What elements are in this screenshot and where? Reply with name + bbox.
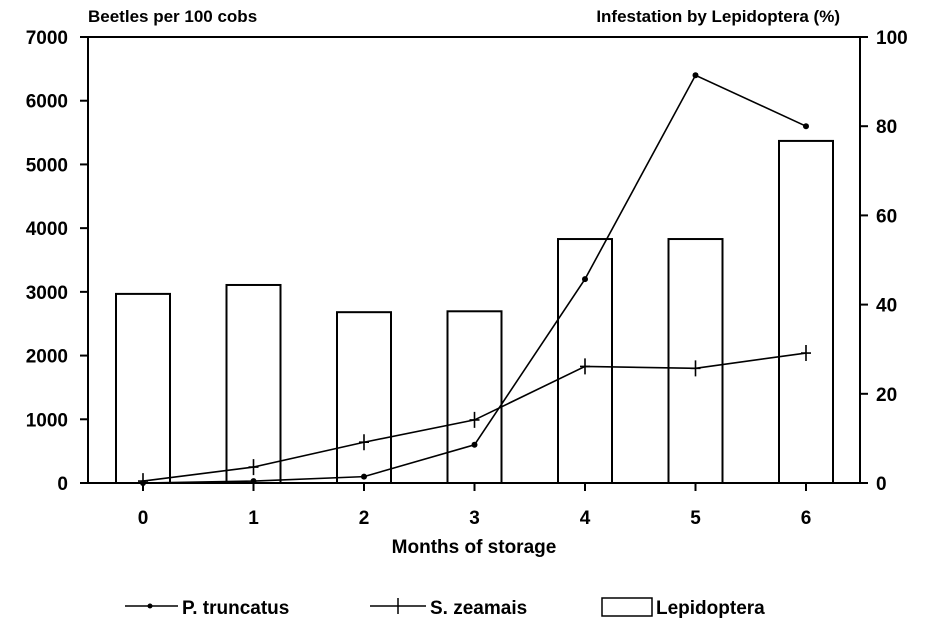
- p-truncatus-point: [582, 276, 588, 283]
- p-truncatus-point: [471, 441, 478, 448]
- lepidoptera-bar: [336, 311, 392, 484]
- x-axis-title: Months of storage: [392, 537, 557, 558]
- lepidoptera-bar: [225, 283, 282, 485]
- left-y-tick-label: 5000: [26, 155, 68, 176]
- legend-p-truncatus-label: P. truncatus: [182, 598, 289, 619]
- right-y-tick-label: 40: [876, 296, 897, 317]
- s-zeamais-point: [248, 459, 259, 476]
- p-truncatus-point: [361, 473, 367, 480]
- right-y-tick-label: 80: [876, 117, 897, 138]
- x-tick-label: 5: [690, 508, 701, 529]
- left-y-tick-label: 0: [57, 474, 68, 495]
- x-tick-label: 2: [359, 508, 370, 529]
- legend-lepidoptera-swatch: [601, 597, 653, 617]
- left-y-tick-label: 1000: [26, 410, 68, 431]
- legend-lepidoptera-label: Lepidoptera: [656, 598, 765, 619]
- x-tick-label: 4: [580, 508, 591, 529]
- s-zeamais-point: [469, 411, 480, 428]
- left-axis-title: Beetles per 100 cobs: [88, 7, 257, 26]
- left-y-tick-label: 3000: [26, 283, 68, 304]
- legend-s-zeamais-label: S. zeamais: [430, 598, 527, 619]
- left-y-tick-label: 7000: [26, 28, 68, 49]
- s-zeamais-point: [690, 360, 701, 377]
- legend-p-truncatus-marker: [147, 603, 153, 609]
- legend: P. truncatus S. zeamais Lepidoptera: [125, 597, 765, 619]
- lepidoptera-bar: [778, 139, 834, 484]
- left-y-tick-label: 2000: [26, 347, 68, 368]
- x-tick-label: 1: [248, 508, 259, 529]
- left-y-tick-label: 4000: [26, 219, 68, 240]
- s-zeamais-point: [801, 345, 811, 362]
- right-y-tick-label: 60: [876, 206, 897, 227]
- x-tick-label: 0: [138, 508, 149, 529]
- x-tick-label: 6: [801, 508, 812, 529]
- left-y-tick-label: 6000: [26, 92, 68, 113]
- p-truncatus-point: [803, 123, 809, 130]
- right-axis-title: Infestation by Lepidoptera (%): [596, 7, 840, 26]
- right-y-tick-label: 0: [876, 474, 887, 495]
- p-truncatus-point: [692, 72, 699, 79]
- lepidoptera-bar: [446, 310, 503, 485]
- s-zeamais-point: [580, 358, 590, 375]
- x-tick-label: 3: [469, 508, 480, 529]
- lepidoptera-bar: [115, 292, 171, 484]
- right-y-tick-label: 20: [876, 385, 897, 406]
- s-zeamais-point: [359, 434, 369, 451]
- right-y-tick-label: 100: [876, 28, 908, 49]
